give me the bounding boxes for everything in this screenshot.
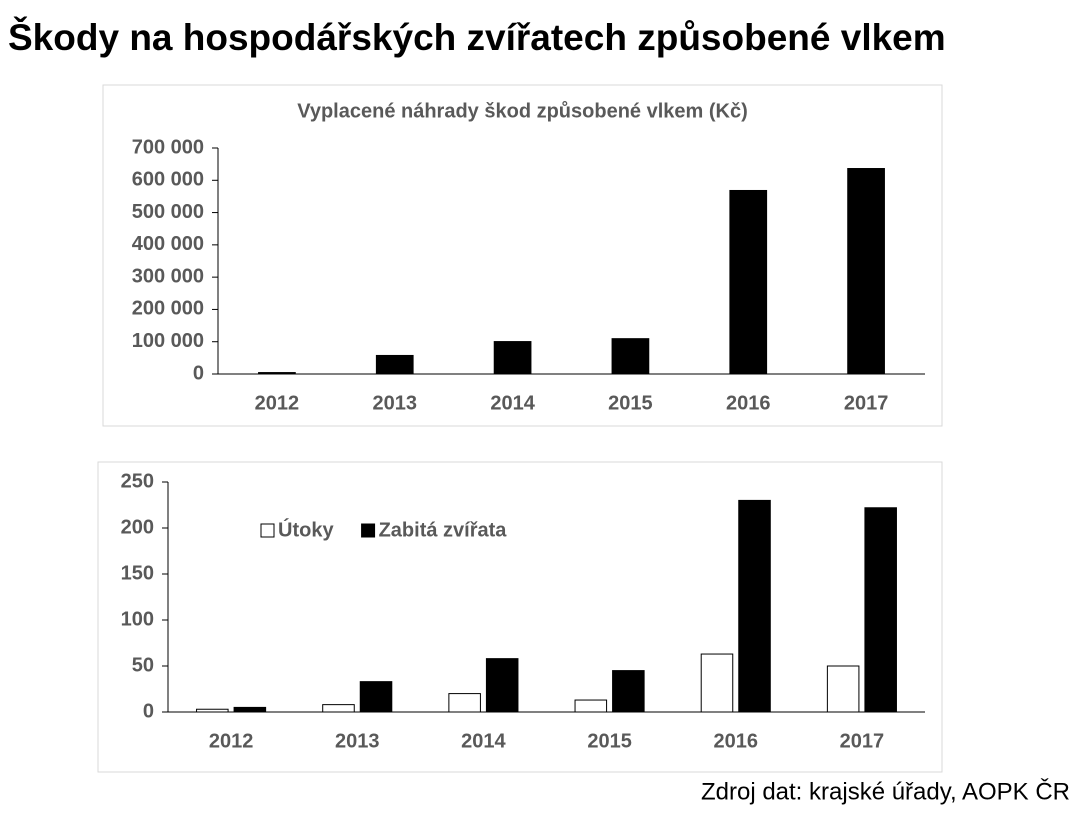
bar bbox=[258, 372, 296, 374]
bar bbox=[700, 653, 734, 713]
x-tick-label: 2014 bbox=[490, 392, 535, 414]
y-tick-label: 500 000 bbox=[132, 201, 204, 223]
y-tick-label: 200 000 bbox=[132, 298, 204, 320]
bar bbox=[359, 681, 393, 713]
bar bbox=[826, 665, 860, 713]
bar bbox=[864, 507, 897, 713]
x-tick-label: 2016 bbox=[714, 730, 759, 752]
x-tick-label: 2017 bbox=[840, 730, 885, 752]
legend-label: Zabitá zvířata bbox=[379, 519, 508, 541]
x-tick-label: 2013 bbox=[335, 730, 380, 752]
bar bbox=[738, 499, 771, 713]
y-tick-label: 300 000 bbox=[132, 265, 204, 287]
bar bbox=[448, 693, 481, 713]
x-tick-label: 2017 bbox=[844, 392, 889, 414]
x-tick-label: 2012 bbox=[209, 730, 254, 752]
x-tick-label: 2015 bbox=[587, 730, 632, 752]
bar bbox=[847, 168, 885, 374]
legend-label: Útoky bbox=[278, 517, 334, 541]
bar bbox=[574, 699, 608, 713]
x-tick-label: 2013 bbox=[373, 392, 418, 414]
x-tick-label: 2014 bbox=[461, 730, 506, 752]
bar bbox=[729, 189, 768, 374]
y-tick-label: 100 000 bbox=[132, 330, 204, 352]
bar bbox=[196, 708, 229, 713]
bar bbox=[611, 338, 650, 374]
y-tick-label: 150 bbox=[121, 562, 154, 584]
legend-swatch bbox=[361, 523, 376, 538]
bar bbox=[485, 658, 519, 713]
y-tick-label: 400 000 bbox=[132, 233, 204, 255]
bar bbox=[493, 341, 532, 374]
source-note: Zdroj dat: krajské úřady, AOPK ČR bbox=[701, 777, 1070, 805]
y-tick-label: 600 000 bbox=[132, 169, 204, 191]
y-tick-label: 250 bbox=[121, 470, 154, 492]
y-tick-label: 0 bbox=[193, 362, 204, 384]
slide-title: Škody na hospodářských zvířatech způsobe… bbox=[8, 16, 946, 58]
x-tick-label: 2012 bbox=[255, 392, 300, 414]
y-tick-label: 100 bbox=[121, 608, 154, 630]
bar bbox=[233, 706, 267, 713]
y-tick-label: 50 bbox=[132, 654, 154, 676]
bar bbox=[375, 354, 414, 374]
y-tick-label: 700 000 bbox=[132, 136, 204, 158]
x-tick-label: 2016 bbox=[726, 392, 771, 414]
y-tick-label: 0 bbox=[143, 700, 154, 722]
legend-swatch bbox=[260, 523, 275, 538]
chart-frame bbox=[102, 84, 943, 427]
y-tick-label: 200 bbox=[121, 516, 154, 538]
chart-frame bbox=[97, 461, 943, 773]
chart-title: Vyplacené náhrady škod způsobené vlkem (… bbox=[297, 100, 748, 122]
bar bbox=[322, 704, 355, 713]
x-tick-label: 2015 bbox=[608, 392, 653, 414]
bar bbox=[612, 670, 645, 713]
